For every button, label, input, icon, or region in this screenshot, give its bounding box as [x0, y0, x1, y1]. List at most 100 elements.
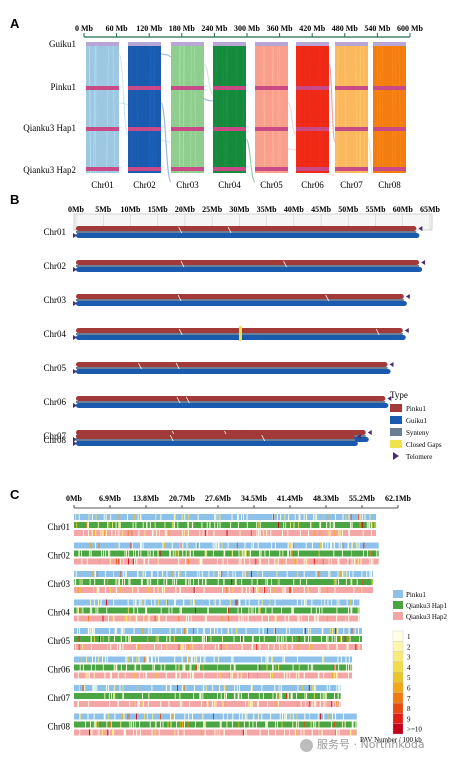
panel-c-pav-stripe [102, 656, 104, 663]
panel-b-synteny-break [180, 260, 185, 268]
panel-c-pav-stripe [89, 579, 91, 585]
panel-c-pav-stripe [296, 701, 298, 707]
panel-c-pav-stripe [214, 729, 216, 736]
panel-c-pav-stripe [82, 685, 84, 691]
panel-b-pinku1-bar [76, 226, 417, 231]
panel-b-legend-swatch [390, 428, 402, 436]
panel-c-pav-stripe [323, 672, 325, 679]
panel-c-pav-stripe [338, 599, 340, 606]
panel-c-colorbar-cell [392, 672, 404, 683]
panel-c-pav-stripe [289, 587, 291, 593]
panel-c-pav-stripe [95, 542, 96, 549]
panel-c-pav-stripe [317, 615, 319, 622]
panel-c-pav-stripe [108, 636, 110, 642]
panel-c-pav-stripe [94, 579, 96, 585]
panel-c-pav-stripe [338, 579, 339, 585]
panel-c-pav-stripe [235, 628, 237, 634]
panel-c-pav-stripe [135, 522, 137, 528]
panel-a-texture-streak [130, 41, 133, 174]
panel-c-pav-stripe [152, 713, 154, 720]
panel-c-pav-stripe [371, 522, 373, 528]
panel-a-texture-streak [279, 41, 281, 174]
panel-c-pav-stripe [326, 587, 328, 593]
panel-a-genome-band [335, 167, 368, 171]
panel-c-pav-stripe [261, 685, 263, 691]
panel-b-synteny-break [375, 328, 380, 336]
panel-c-pav-stripe [256, 530, 258, 536]
panel-c-pav-stripe [188, 522, 190, 528]
panel-b-guiku1-bar [76, 403, 389, 408]
panel-c-pav-stripe [284, 656, 285, 663]
panel-c-chromosome-label: Chr04 [48, 608, 71, 618]
panel-c-pav-stripe [90, 729, 92, 736]
panel-c-pav-stripe [325, 701, 327, 707]
panel-c-tick-label: 27.6Mb [205, 494, 232, 503]
panel-a-texture-streak [308, 41, 311, 174]
panel-c-track-bar [74, 542, 379, 549]
panel-c-pav-stripe [281, 693, 283, 699]
panel-c-pav-stripe [259, 644, 261, 650]
panel-c-pav-stripe [357, 628, 359, 634]
panel-b-tick-label: 20Mb [175, 205, 196, 214]
panel-c-pav-stripe [348, 628, 350, 634]
panel-c-pav-stripe [339, 685, 341, 691]
panel-c-pav-stripe [138, 644, 140, 650]
panel-c-pav-stripe [139, 672, 141, 679]
panel-c-pav-stripe [296, 693, 298, 699]
panel-c-pav-stripe [142, 599, 144, 606]
panel-c-pav-stripe [337, 693, 339, 699]
panel-c-pav-stripe [218, 656, 220, 663]
panel-c-pav-stripe [349, 558, 351, 565]
panel-c-pav-stripe [238, 579, 240, 585]
panel-c-pav-stripe [319, 701, 321, 707]
panel-c-pav-stripe [168, 607, 170, 614]
panel-c-pav-stripe [184, 558, 186, 565]
panel-c-pav-stripe [217, 672, 219, 679]
panel-c-tick-label: 13.8Mb [133, 494, 160, 503]
panel-c-pav-stripe [122, 571, 124, 577]
panel-c-pav-stripe [181, 701, 183, 707]
panel-c-pav-stripe [152, 550, 154, 557]
panel-c-pav-stripe [316, 514, 318, 520]
panel-c-pav-stripe [268, 558, 270, 565]
panel-c-pav-stripe [359, 636, 360, 642]
panel-c-pav-stripe [333, 542, 335, 549]
panel-c-colorbar-cell [392, 682, 404, 693]
panel-c-chromosome-row: Chr07 [48, 685, 341, 707]
panel-a-tick-label: 600 Mb [397, 24, 424, 33]
panel-c-pav-stripe [141, 693, 143, 699]
panel-c-pav-stripe [135, 664, 137, 671]
panel-c-track-bar [74, 713, 357, 720]
panel-c-pav-stripe [347, 644, 349, 650]
panel-c-pav-stripe [120, 721, 122, 728]
panel-b-synteny-break [178, 226, 183, 234]
panel-c-pav-stripe [263, 636, 265, 642]
panel-c-pav-stripe [159, 721, 161, 728]
panel-c-pav-stripe [202, 693, 204, 699]
panel-a-synteny-ribbon [245, 138, 256, 183]
panel-c-pav-stripe [275, 701, 277, 707]
panel-c-pav-stripe [79, 713, 81, 720]
panel-c-pav-stripe [174, 514, 176, 520]
panel-c-pav-stripe [157, 579, 159, 585]
panel-c-track-bar [74, 571, 373, 577]
panel-c-pav-stripe [157, 550, 159, 557]
panel-c-pav-stripe [218, 571, 220, 577]
panel-c-track-bar [74, 550, 379, 557]
panel-c-pav-stripe [185, 550, 187, 557]
panel-c-legend-swatch [393, 601, 403, 609]
panel-a-genome-band [128, 167, 161, 171]
panel-c-pav-stripe [217, 542, 219, 549]
panel-c-pav-stripe [207, 607, 209, 614]
panel-c-pav-stripe [171, 542, 173, 549]
panel-c-pav-stripe [143, 571, 145, 577]
panel-c-pav-stripe [270, 530, 272, 536]
panel-c-pav-stripe [104, 656, 106, 663]
panel-c-pav-stripe [87, 628, 89, 634]
panel-c-pav-stripe [191, 636, 193, 642]
panel-c-pav-stripe [193, 685, 195, 691]
panel-c-pav-stripe [125, 729, 126, 736]
panel-c-pav-stripe [124, 550, 126, 557]
panel-c-pav-stripe [336, 599, 338, 606]
panel-c-colorbar-cell [392, 651, 404, 663]
